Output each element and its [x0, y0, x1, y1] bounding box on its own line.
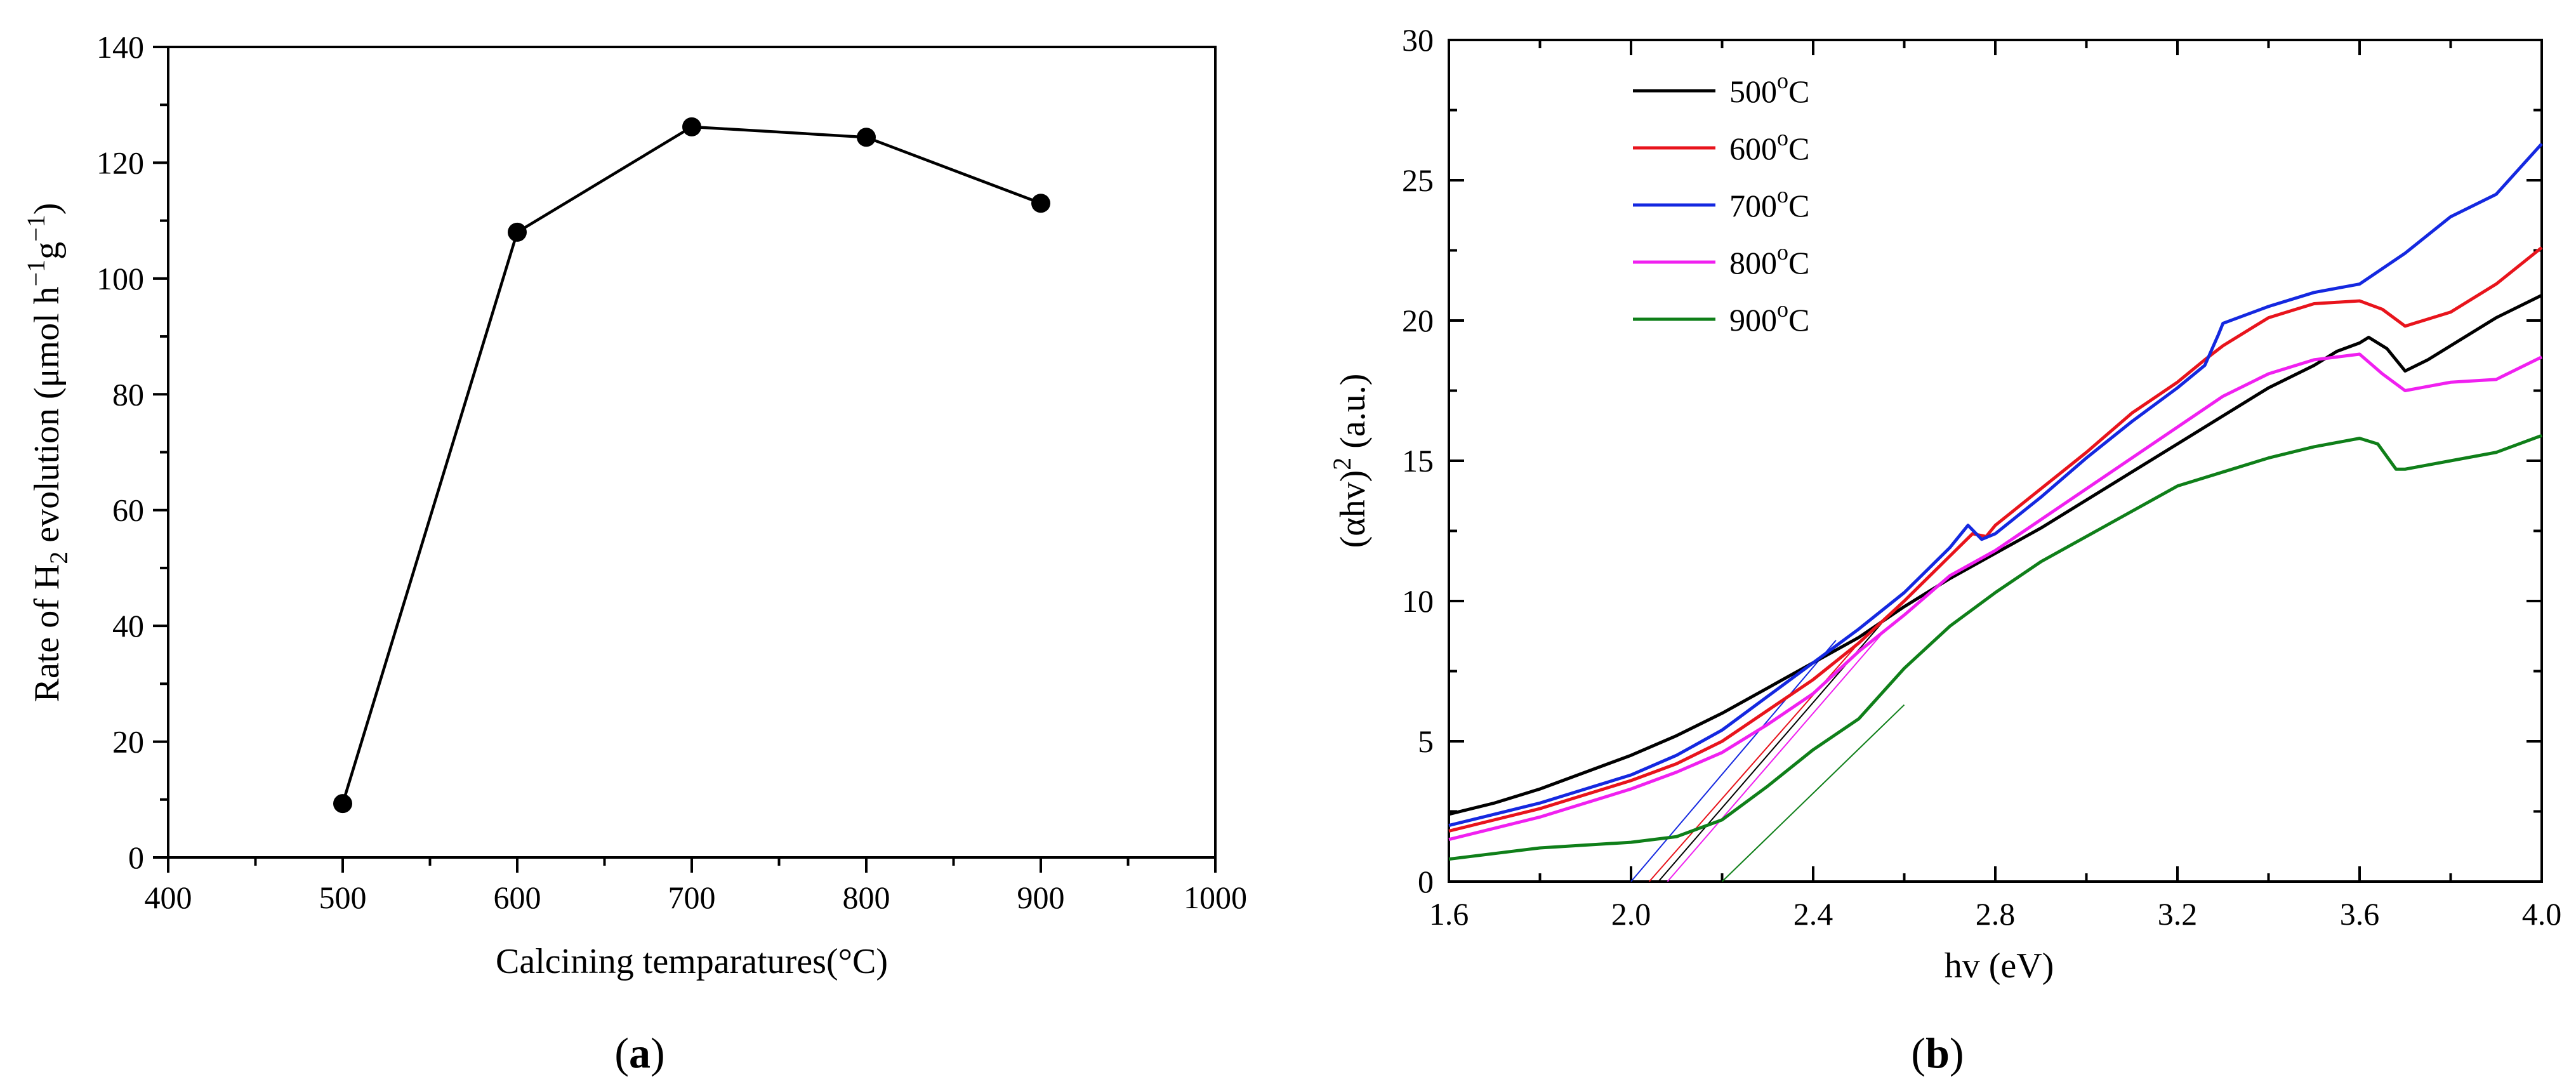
b-series-600	[1448, 246, 2543, 833]
chart-b-ylabel: (αhv)2 (a.u.)	[1328, 374, 1373, 548]
a-data-point	[682, 117, 701, 136]
a-xtick-label: 1000	[1184, 880, 1247, 915]
chart-b-tick-labels: 1.6 2.0 2.4 2.8 3.2 3.6 4.0 0 5 10 15 20 25 30	[1402, 22, 2561, 932]
a-xtick-label: 800	[843, 880, 890, 915]
b-series-900	[1448, 433, 2542, 861]
b-ytick-label: 5	[1418, 724, 1434, 759]
legend-label-900: 900oC	[1729, 296, 1809, 338]
chart-a: 400 500 600 700 800 900 1000 0 20 40 60 80 100 120 140…	[22, 29, 1247, 1077]
chart-b-plot-frame	[1448, 39, 2543, 883]
a-ytick-label: 140	[96, 29, 144, 65]
chart-a-tick-labels: 400 500 600 700 800 900 1000 0 20 40 60 80 100 120 140	[96, 29, 1247, 915]
a-data-point	[857, 128, 876, 147]
b-xtick-label: 1.6	[1429, 896, 1469, 932]
b-xtick-label: 2.0	[1611, 896, 1651, 932]
chart-a-xlabel: Calcining temparatures(°C)	[496, 942, 888, 981]
b-xtick-label: 4.0	[2522, 896, 2562, 932]
a-data-point	[508, 222, 527, 242]
a-ytick-label: 0	[128, 840, 144, 875]
a-ytick-label: 20	[112, 724, 144, 760]
legend-label-700: 700oC	[1729, 182, 1809, 223]
a-ytick-label: 40	[112, 608, 144, 644]
chart-a-panel-label: (a)	[614, 1029, 664, 1077]
a-ytick-label: 80	[112, 376, 144, 412]
b-ytick-label: 10	[1402, 583, 1434, 619]
b-series-500	[1448, 293, 2543, 816]
chart-a-points	[333, 117, 1050, 814]
a-xtick-label: 900	[1017, 880, 1065, 915]
b-series-800	[1448, 352, 2543, 842]
a-xtick-label: 700	[668, 880, 716, 915]
chart-a-ticks	[153, 46, 1217, 873]
b-xtick-label: 3.6	[2340, 896, 2380, 932]
b-tangent-700	[1630, 640, 1837, 882]
b-tangent-800	[1667, 628, 1887, 882]
b-tangent-900	[1721, 704, 1905, 882]
a-xtick-label: 400	[145, 880, 192, 915]
a-xtick-label: 500	[319, 880, 367, 915]
chart-a-ylabel: Rate of H2 evolution (μmol h−1g−1)	[22, 203, 73, 703]
b-ytick-label: 30	[1402, 22, 1434, 58]
legend-label-600: 600oC	[1729, 125, 1809, 166]
b-ytick-label: 15	[1402, 443, 1434, 479]
b-series-700	[1448, 142, 2543, 828]
a-ytick-label: 120	[96, 145, 144, 180]
chart-b-series	[1448, 142, 2543, 861]
a-data-point	[1031, 194, 1050, 213]
b-ytick-label: 25	[1402, 162, 1434, 198]
legend-label-500: 500oC	[1729, 68, 1809, 109]
b-ytick-label: 20	[1402, 303, 1434, 338]
a-ytick-label: 100	[96, 261, 144, 296]
a-data-point	[333, 794, 352, 814]
chart-b-legend: 500oC 600oC 700oC 800oC 900oC	[1633, 68, 1809, 338]
b-xtick-label: 2.4	[1793, 896, 1833, 932]
a-xtick-label: 600	[494, 880, 541, 915]
legend-label-800: 800oC	[1729, 239, 1809, 281]
chart-a-series-line	[341, 125, 1041, 804]
a-ytick-label: 60	[112, 493, 144, 528]
chart-b-panel-label: (b)	[1911, 1029, 1964, 1077]
chart-b-xlabel: hv (eV)	[1945, 946, 2054, 986]
b-ytick-label: 0	[1418, 864, 1434, 899]
b-xtick-label: 3.2	[2158, 896, 2198, 932]
chart-b-tangent-lines	[1630, 623, 1905, 882]
b-xtick-label: 2.8	[1976, 896, 2016, 932]
chart-b-ticks	[1448, 39, 2543, 883]
chart-b: 1.6 2.0 2.4 2.8 3.2 3.6 4.0 0 5 10 15 20 25 30 500oC 6…	[1328, 22, 2561, 1077]
chart-a-plot-frame	[167, 46, 1217, 859]
